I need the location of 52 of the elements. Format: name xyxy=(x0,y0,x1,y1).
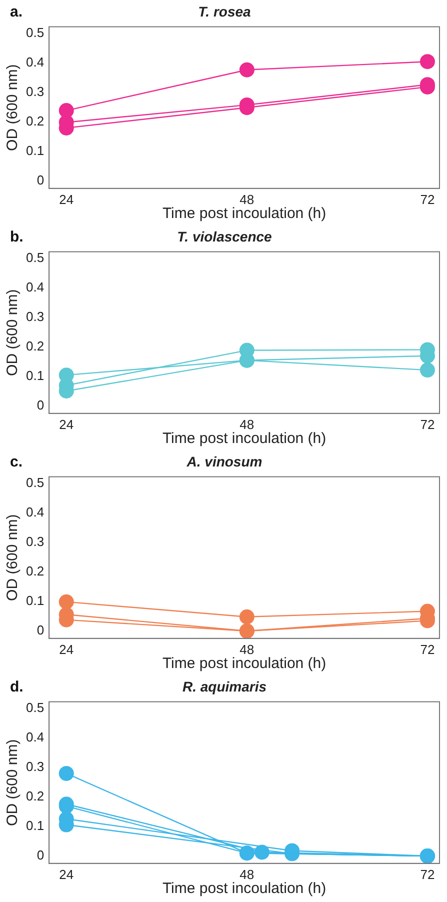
chart-title: T. violascence xyxy=(177,228,272,244)
chart-title: A. vinosum xyxy=(186,453,262,470)
y-axis-title: OD (600 nm) xyxy=(4,739,22,826)
y-tick-label: 0.4 xyxy=(26,280,44,295)
y-tick-label: 0 xyxy=(36,172,44,188)
x-tick-label: 24 xyxy=(59,416,74,432)
y-tick-label: 0.5 xyxy=(26,250,44,266)
y-tick-label: 0.2 xyxy=(26,114,44,129)
x-axis-title: Time post incoulation (h) xyxy=(162,205,326,222)
x-tick-label: 48 xyxy=(240,642,254,657)
y-tick-label: 0.1 xyxy=(26,368,44,384)
text: b. xyxy=(10,228,24,246)
y-tick-label: 0.2 xyxy=(26,788,44,804)
y-tick-label: 0.4 xyxy=(26,54,44,70)
chart-title: T. rosea xyxy=(198,3,252,20)
x-tick-label: 72 xyxy=(420,866,435,882)
x-axis-title: Time post incoulation (h) xyxy=(162,880,326,898)
y-tick-label: 0.5 xyxy=(26,25,44,40)
x-tick-label: 24 xyxy=(59,192,74,207)
x-tick-label: 48 xyxy=(240,416,254,432)
y-tick-label: 0.3 xyxy=(26,309,44,324)
y-tick-label: 0 xyxy=(36,398,44,413)
y-tick-label: 0.1 xyxy=(26,143,44,158)
text: a. xyxy=(10,4,23,21)
x-tick-label: 24 xyxy=(59,642,74,657)
y-tick-label: 0.5 xyxy=(26,475,44,490)
y-tick-label: 0 xyxy=(36,848,44,863)
x-axis-title: Time post incoulation (h) xyxy=(162,655,326,672)
x-tick-label: 72 xyxy=(420,416,435,432)
y-tick-label: 0.4 xyxy=(26,730,44,745)
y-tick-label: 0.4 xyxy=(26,504,44,520)
y-tick-label: 0.2 xyxy=(26,564,44,579)
y-tick-label: 0.1 xyxy=(26,593,44,608)
y-tick-label: 0.2 xyxy=(26,338,44,354)
x-axis-title: Time post incoulation (h) xyxy=(162,430,326,448)
x-tick-label: 24 xyxy=(59,866,74,882)
x-tick-label: 48 xyxy=(240,192,254,207)
x-tick-label: 72 xyxy=(420,192,435,207)
y-tick-label: 0.3 xyxy=(26,759,44,774)
text: d. xyxy=(10,678,24,696)
y-tick-label: 0 xyxy=(36,622,44,638)
text: c. xyxy=(10,454,23,471)
x-tick-label: 72 xyxy=(420,642,435,657)
y-axis-title: OD (600 nm) xyxy=(4,289,22,376)
y-tick-label: 0.5 xyxy=(26,700,44,716)
y-axis-title: OD (600 nm) xyxy=(4,64,22,151)
chart-title: R. aquimaris xyxy=(182,678,267,694)
y-tick-label: 0.3 xyxy=(26,84,44,100)
y-axis-title: OD (600 nm) xyxy=(4,514,22,601)
y-tick-label: 0.3 xyxy=(26,534,44,550)
y-tick-label: 0.1 xyxy=(26,818,44,834)
x-tick-label: 48 xyxy=(240,866,254,882)
